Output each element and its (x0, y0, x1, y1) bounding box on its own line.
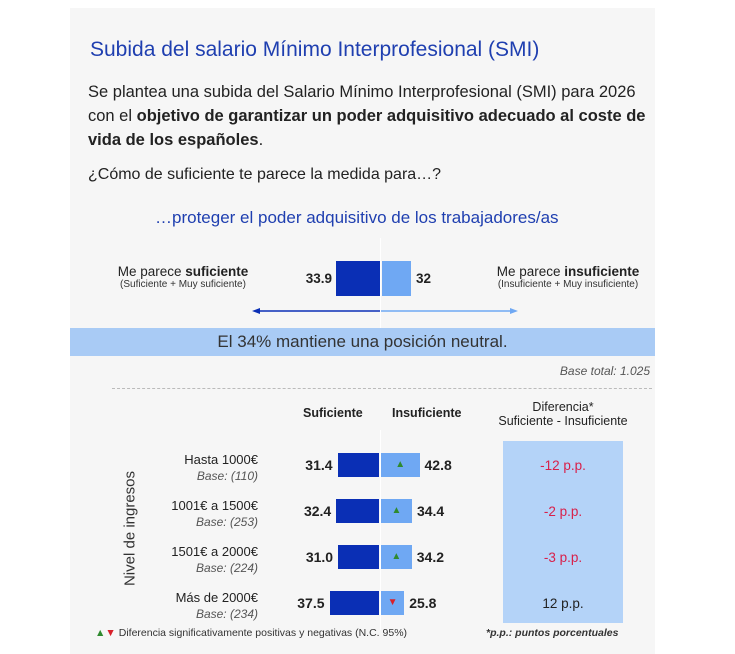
intro-end: . (258, 131, 264, 149)
difference-value: -12 p.p. (540, 458, 586, 473)
insuf-value-label: 34.2 (416, 549, 445, 565)
left-label: Me parece suficiente (Suficiente + Muy su… (98, 264, 268, 290)
insuf-bar: ▲ (381, 545, 412, 569)
row-label: Más de 2000€ (175, 590, 258, 605)
suf-value-label: 31.0 (305, 549, 334, 565)
up-arrow-icon: ▲ (391, 505, 402, 516)
row-base: Base: (224) (195, 561, 258, 575)
difference-value: -3 p.p. (543, 550, 583, 565)
row-label: 1001€ a 1500€ (171, 498, 258, 513)
page-title: Subida del salario Mínimo Interprofesion… (90, 38, 540, 61)
right-arrow-icon (510, 308, 518, 314)
right-note: (Insuficiente + Muy insuficiente) (497, 279, 639, 290)
right-label: Me parece insuficiente (Insuficiente + Mu… (478, 264, 658, 290)
up-arrow-icon: ▲ (95, 627, 106, 639)
divider (112, 388, 652, 389)
down-arrow-icon: ▼ (105, 627, 116, 639)
row-base: Base: (110) (196, 469, 258, 483)
suf-value-label: 32.4 (303, 503, 332, 519)
header-suficiente: Suficiente (303, 406, 363, 420)
difference-value: 12 p.p. (542, 596, 584, 611)
insuf-value-label: 34.4 (416, 503, 445, 519)
intro-text: Se plantea una subida del Salario Mínimo… (88, 80, 648, 152)
insuf-bar: ▲ (381, 453, 420, 477)
footnote: *p.p.: puntos porcentuales (486, 627, 619, 639)
suf-bar (329, 591, 379, 615)
total-insuf-bar (382, 261, 412, 296)
row-base: Base: (234) (195, 607, 258, 621)
total-suf-bar (335, 261, 380, 296)
row-label: Hasta 1000€ (184, 452, 258, 467)
row-label: 1501€ a 2000€ (171, 544, 258, 559)
suf-bar (338, 545, 379, 569)
insuf-value-label: 42.8 (424, 457, 452, 473)
header-insuficiente: Insuficiente (392, 406, 462, 420)
suf-value-label: 31.4 (305, 457, 333, 473)
suf-value-label: 37.5 (297, 595, 325, 611)
neutral-banner: El 34% mantiene una posición neutral. (70, 328, 655, 356)
axis-label: Nivel de ingresos (121, 470, 139, 587)
left-note: (Suficiente + Muy suficiente) (120, 279, 246, 290)
center-line-rows (380, 430, 381, 630)
insuf-bar: ▼ (381, 591, 405, 615)
header-diferencia: Diferencia* Suficiente - Insuficiente (498, 400, 628, 428)
row-base: Base: (253) (195, 515, 258, 529)
intro-plain: Se plantea una subida del Salario Mínimo… (88, 83, 636, 125)
center-line-top (380, 238, 381, 328)
base-total: Base total: 1.025 (559, 364, 650, 378)
up-arrow-icon: ▲ (395, 459, 406, 470)
difference-box (503, 441, 623, 623)
question: ¿Cómo de suficiente te parece la medida … (88, 166, 442, 183)
up-arrow-icon: ▲ (391, 551, 402, 562)
total-suf-label: 33.9 (305, 271, 332, 286)
intro-bold: objetivo de garantizar un poder adquisit… (88, 107, 646, 149)
left-arrow-icon (252, 308, 260, 314)
total-insuf-label: 32 (416, 271, 432, 286)
down-arrow-icon: ▼ (387, 597, 398, 608)
suf-bar (337, 453, 379, 477)
direction-arrows (252, 308, 518, 314)
legend: ▲▼ Diferencia significativamente positiv… (95, 627, 408, 639)
insuf-bar: ▲ (381, 499, 412, 523)
difference-value: -2 p.p. (543, 504, 583, 519)
insuf-value-label: 25.8 (409, 595, 437, 611)
subquestion: …proteger el poder adquisitivo de los tr… (155, 208, 559, 227)
suf-bar (336, 499, 379, 523)
